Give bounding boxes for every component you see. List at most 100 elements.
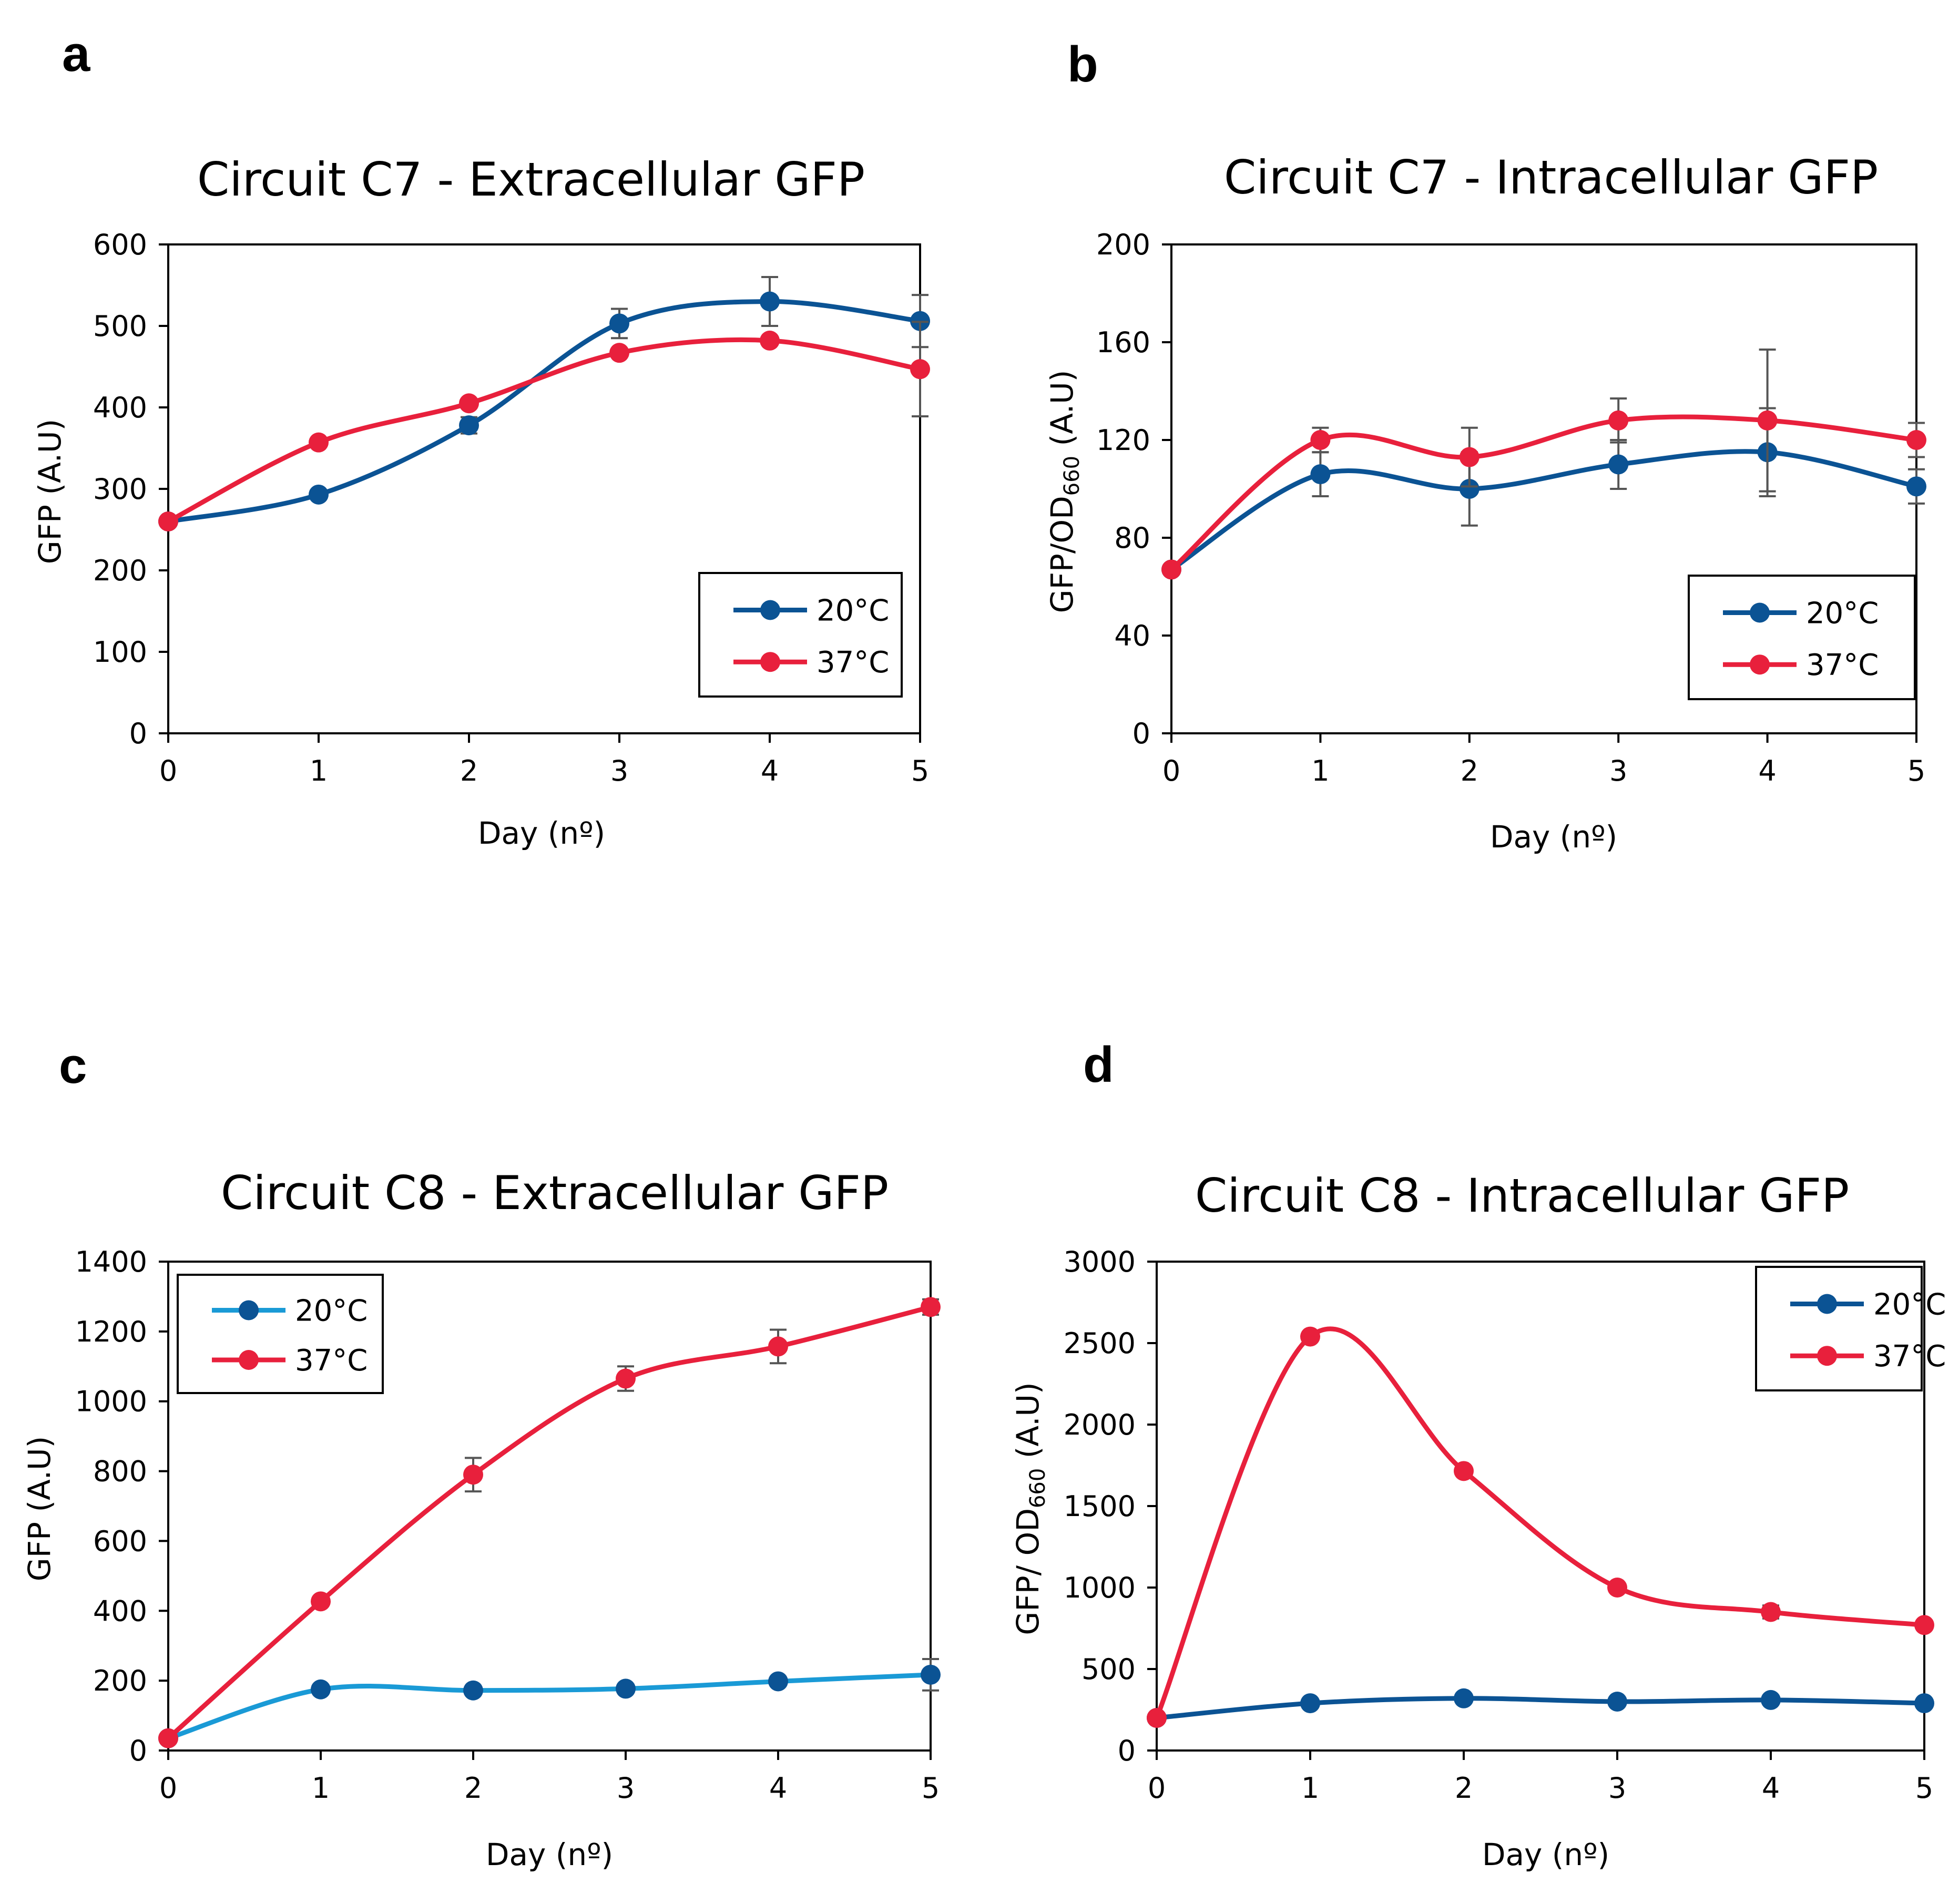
data-point-a-0-4 xyxy=(760,291,780,312)
legend-item-c-1: 37°C xyxy=(212,1344,368,1378)
y-tick-label-b-2: 80 xyxy=(1114,521,1150,555)
y-tick-label-b-0: 0 xyxy=(1132,717,1150,750)
data-point-a-0-1 xyxy=(309,484,329,505)
series-line-a-0 xyxy=(168,299,921,524)
series-line-c-1 xyxy=(166,1305,932,1741)
data-point-b-0-3 xyxy=(1608,454,1629,475)
plot-area-d: 0 500 1000 1500 2000 2500 3000 0 1 2 3 4 5 20°C 37°C xyxy=(1064,1245,1946,1805)
x-tick-label-c-2: 2 xyxy=(464,1772,482,1805)
legend-swatch-marker xyxy=(760,600,780,620)
y-tick-label-d-6: 3000 xyxy=(1064,1245,1136,1278)
legend-label-b-0: 20°C xyxy=(1806,597,1879,631)
data-point-c-1-2 xyxy=(463,1465,483,1485)
y-axis-label-d-sub: 660 xyxy=(1026,1468,1050,1508)
x-tick-label-d-1: 1 xyxy=(1301,1772,1319,1805)
y-tick-label-c-2: 400 xyxy=(93,1594,147,1627)
y-axis-label-b-post: (A.U) xyxy=(1044,370,1080,456)
data-point-d-1-3 xyxy=(1607,1578,1627,1598)
series-b-1 xyxy=(1161,348,1926,580)
data-point-c-0-5 xyxy=(921,1664,941,1685)
data-point-b-1-3 xyxy=(1608,410,1629,431)
legend-label-c-0: 20°C xyxy=(295,1294,368,1328)
data-point-d-0-1 xyxy=(1300,1693,1320,1714)
data-point-b-0-5 xyxy=(1906,476,1926,497)
y-tick-label-b-5: 200 xyxy=(1096,228,1150,261)
data-point-a-1-5 xyxy=(910,359,930,380)
y-axis-label-d-post: (A.U) xyxy=(1010,1382,1046,1468)
data-point-b-1-1 xyxy=(1310,430,1331,450)
legend-b: 20°C 37°C xyxy=(1688,575,1916,700)
series-a-0 xyxy=(158,276,930,531)
data-point-d-1-4 xyxy=(1761,1602,1781,1622)
x-tick-label-b-2: 2 xyxy=(1461,754,1478,787)
x-tick-label-c-0: 0 xyxy=(159,1772,177,1805)
data-point-d-0-4 xyxy=(1761,1690,1781,1710)
y-tick-label-d-2: 1000 xyxy=(1064,1571,1136,1604)
legend-swatch-marker xyxy=(1750,602,1770,623)
x-tick-label-b-0: 0 xyxy=(1162,754,1180,787)
chart-title-d: Circuit C8 - Intracellular GFP xyxy=(1195,1169,1849,1223)
data-point-d-1-2 xyxy=(1454,1461,1474,1481)
y-tick-label-a-6: 600 xyxy=(93,228,147,261)
plot-area-b: 0 40 80 120 160 200 0 1 2 3 4 5 20°C 37°C xyxy=(1096,228,1926,787)
x-tick-label-b-5: 5 xyxy=(1907,754,1925,787)
legend-item-d-1: 37°C xyxy=(1790,1339,1946,1374)
legend-swatch-marker xyxy=(1750,654,1770,675)
y-tick-label-a-5: 500 xyxy=(93,310,147,343)
y-axis-label-a-main: GFP (A.U) xyxy=(32,419,68,565)
data-point-d-0-5 xyxy=(1914,1693,1934,1714)
x-tick-label-d-4: 4 xyxy=(1762,1772,1780,1805)
y-tick-label-c-0: 0 xyxy=(129,1734,147,1767)
data-point-d-1-0 xyxy=(1147,1708,1167,1728)
legend-item-b-0: 20°C xyxy=(1723,597,1879,631)
legend-swatch-marker xyxy=(760,652,780,672)
data-point-c-0-4 xyxy=(768,1671,788,1692)
y-axis-label-b: GFP/OD660 (A.U) xyxy=(1044,370,1084,613)
legend-label-b-1: 37°C xyxy=(1806,648,1879,682)
series-line-b-1 xyxy=(1170,414,1917,571)
legend-item-a-1: 37°C xyxy=(733,646,889,680)
panel-letter-c: c xyxy=(59,1038,87,1094)
x-tick-label-a-3: 3 xyxy=(610,754,628,787)
x-axis-label-b: Day (nº) xyxy=(1490,819,1617,855)
y-tick-label-c-5: 1000 xyxy=(75,1385,147,1418)
data-point-c-0-2 xyxy=(463,1680,483,1701)
y-tick-label-c-4: 800 xyxy=(93,1455,147,1488)
plot-area-c: 0 200 400 600 800 1000 1200 1400 0 1 2 3 4 5 20°C 37°C xyxy=(75,1245,941,1805)
legend-swatch-marker xyxy=(239,1350,259,1370)
y-tick-label-d-1: 500 xyxy=(1081,1653,1136,1686)
x-tick-label-d-3: 3 xyxy=(1608,1772,1626,1805)
y-axis-label-d-main: GFP/ OD xyxy=(1010,1508,1046,1635)
y-tick-label-c-3: 600 xyxy=(93,1524,147,1558)
y-tick-label-d-0: 0 xyxy=(1118,1734,1136,1767)
legend-swatch-marker xyxy=(1817,1294,1837,1314)
legend-box-c xyxy=(177,1274,384,1394)
y-tick-label-d-3: 1500 xyxy=(1064,1490,1136,1523)
chart-title-b: Circuit C7 - Intracellular GFP xyxy=(1224,150,1878,204)
data-point-c-1-0 xyxy=(158,1728,178,1748)
x-tick-label-a-5: 5 xyxy=(911,754,929,787)
x-tick-label-b-3: 3 xyxy=(1609,754,1627,787)
plot-area-a: 0 100 200 300 400 500 600 0 1 2 3 4 5 20°C 37°C xyxy=(93,228,930,787)
chart-title-c: Circuit C8 - Extracellular GFP xyxy=(221,1166,889,1220)
data-point-c-1-3 xyxy=(616,1368,636,1389)
x-tick-label-c-5: 5 xyxy=(922,1772,940,1805)
data-point-a-1-1 xyxy=(309,432,329,453)
y-axis-label-c-main: GFP (A.U) xyxy=(22,1436,57,1582)
y-tick-label-a-3: 300 xyxy=(93,473,147,506)
series-line-d-0 xyxy=(1156,1696,1925,1721)
data-point-b-0-1 xyxy=(1310,464,1331,485)
x-tick-label-b-4: 4 xyxy=(1758,754,1776,787)
legend-item-c-0: 20°C xyxy=(212,1294,368,1328)
y-tick-label-a-0: 0 xyxy=(129,717,147,750)
series-d-0 xyxy=(1147,1688,1934,1728)
legend-box-a xyxy=(698,572,903,698)
panel-letter-b: b xyxy=(1067,36,1098,93)
series-d-1 xyxy=(1147,1326,1934,1728)
panel-a: a Circuit C7 - Extracellular GFP 0100200… xyxy=(32,26,930,851)
series-c-1 xyxy=(158,1297,941,1748)
x-tick-label-a-1: 1 xyxy=(310,754,328,787)
plot-frame-c xyxy=(167,1261,932,1752)
series-line-a-1 xyxy=(167,337,921,524)
